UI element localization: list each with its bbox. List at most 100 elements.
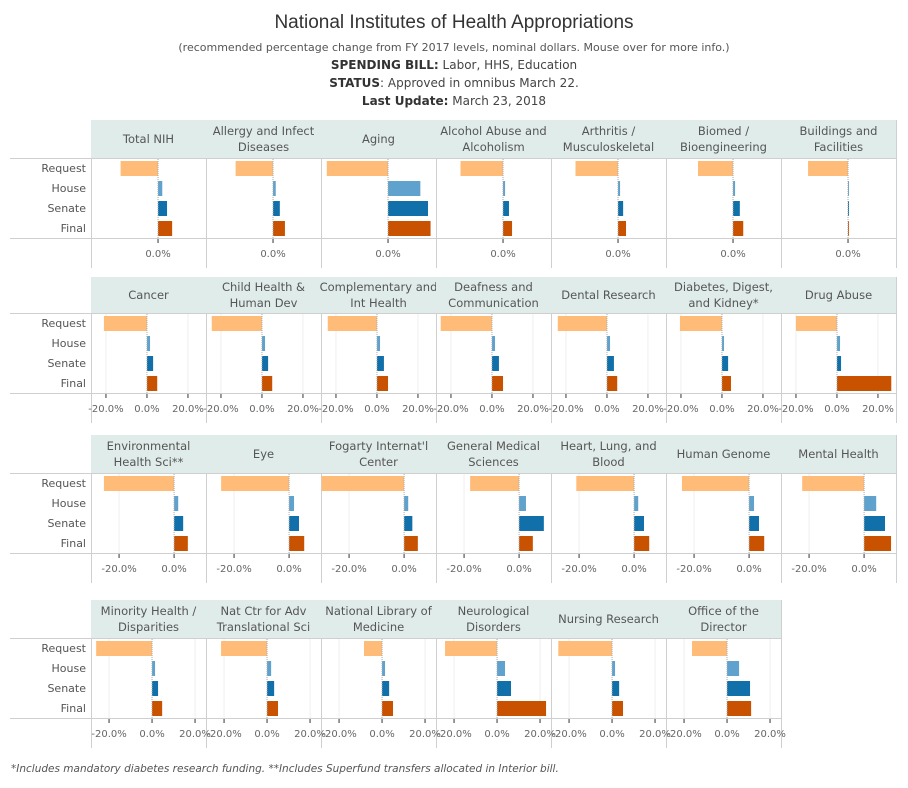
chart-title: National Institutes of Health Appropriat…	[274, 12, 634, 33]
tick-label: -20.0%	[88, 404, 123, 415]
tick-label: 0.0%	[621, 564, 646, 575]
bar-request	[96, 641, 153, 656]
tick-label: 0.0%	[276, 564, 301, 575]
bar-final	[376, 376, 389, 391]
category-label: Request	[41, 642, 86, 655]
panel: Alcohol Abuse and Alcoholism 0.0%	[436, 120, 552, 268]
panel-header-bg	[206, 120, 321, 158]
bar-request	[557, 316, 607, 331]
tick-label: 20.0%	[402, 404, 434, 415]
panel-title: Nat Ctr for Adv	[221, 604, 307, 618]
spending-bill-value: Labor, HHS, Education	[438, 58, 578, 72]
bar-senate	[864, 516, 885, 531]
bar-senate	[404, 516, 413, 531]
panel: Heart, Lung, and Blood -20.0% 0.0%	[551, 435, 667, 583]
bar-request	[576, 476, 635, 491]
category-label: Request	[41, 477, 86, 490]
bar-final	[152, 701, 163, 716]
panel-title: Minority Health /	[101, 604, 197, 618]
tick-label: -20.0%	[446, 564, 481, 575]
tick-label: -20.0%	[676, 564, 711, 575]
spending-bill: SPENDING BILL: Labor, HHS, Education	[0, 58, 908, 72]
bar-request	[363, 641, 383, 656]
bar-house	[606, 336, 611, 351]
category-label: House	[52, 337, 87, 350]
panel-header-bg	[206, 277, 321, 313]
bar-house	[848, 181, 850, 196]
bar-request	[470, 476, 520, 491]
last-update: Last Update: March 23, 2018	[0, 94, 908, 108]
panel-title: Cancer	[128, 288, 169, 302]
panel-header-bg	[781, 435, 896, 473]
tick-label: 0.0%	[835, 249, 860, 260]
tick-label: 20.0%	[632, 404, 664, 415]
tick-label: 0.0%	[506, 564, 531, 575]
bar-house	[612, 661, 616, 676]
tick-label: -20.0%	[216, 564, 251, 575]
panel: Human Genome -20.0% 0.0%	[666, 435, 782, 583]
panel: Aging 0.0%	[321, 120, 437, 268]
category-label: House	[52, 182, 87, 195]
status-value: : Approved in omnibus March 22.	[380, 76, 579, 90]
panel-header-bg	[551, 120, 666, 158]
panel-title: Heart, Lung, and	[560, 439, 656, 453]
bar-house	[503, 181, 506, 196]
bar-house	[491, 336, 496, 351]
bar-house	[289, 496, 295, 511]
bar-final	[606, 376, 618, 391]
bar-request	[326, 161, 389, 176]
last-update-value: March 23, 2018	[448, 94, 547, 108]
panel-title: Center	[359, 455, 398, 469]
bar-house	[733, 181, 736, 196]
panel-header-bg	[551, 277, 666, 313]
panel-title: Alcoholism	[462, 140, 524, 154]
panel: Dental Research -20.0% 0.0% 20.0%	[548, 277, 667, 423]
bar-final	[503, 221, 513, 236]
bar-senate	[721, 356, 729, 371]
tick-label: -20.0%	[203, 404, 238, 415]
tick-label: 0.0%	[249, 404, 274, 415]
bar-senate	[158, 201, 168, 216]
panel: Total NIH 0.0%	[91, 120, 207, 268]
panel-header-bg	[91, 277, 206, 313]
tick-label: -20.0%	[663, 404, 698, 415]
bar-house	[519, 496, 526, 511]
panel: Neurological Disorders -20.0% 0.0% 20.0%	[436, 600, 556, 748]
bar-final	[497, 701, 547, 716]
tick-label: 20.0%	[294, 729, 326, 740]
bar-senate	[261, 356, 269, 371]
bar-senate	[174, 516, 184, 531]
last-update-label: Last Update:	[361, 94, 449, 108]
tick-label: -20.0%	[331, 564, 366, 575]
panel-title: Eye	[253, 447, 274, 461]
tick-label: 0.0%	[479, 404, 504, 415]
bar-senate	[267, 681, 275, 696]
panel: Drug Abuse -20.0% 0.0% 20.0%	[778, 277, 897, 423]
bar-request	[681, 476, 750, 491]
tick-label: 0.0%	[594, 404, 619, 415]
bar-senate	[519, 516, 544, 531]
bar-final	[146, 376, 158, 391]
bar-senate	[497, 681, 512, 696]
panel: Minority Health / Disparities -20.0% 0.0% 20…	[91, 600, 211, 748]
bar-senate	[848, 201, 850, 216]
bar-house	[634, 496, 639, 511]
bar-request	[120, 161, 159, 176]
tick-label: 0.0%	[720, 249, 745, 260]
category-label: Final	[61, 537, 86, 550]
panel-header-bg	[321, 600, 436, 638]
category-label: Request	[41, 162, 86, 175]
panel: Office of the Director -20.0% 0.0% 20.0%	[666, 600, 786, 748]
bar-house	[497, 661, 505, 676]
panel: Buildings and Facilities 0.0%	[781, 120, 897, 268]
tick-label: -20.0%	[91, 729, 126, 740]
bar-request	[795, 316, 837, 331]
bar-request	[679, 316, 722, 331]
tick-label: -20.0%	[318, 404, 353, 415]
bar-final	[721, 376, 731, 391]
panel: General Medical Sciences -20.0% 0.0%	[436, 435, 552, 583]
bar-final	[864, 536, 892, 551]
tick-label: 0.0%	[484, 729, 509, 740]
tick-label: 0.0%	[364, 404, 389, 415]
